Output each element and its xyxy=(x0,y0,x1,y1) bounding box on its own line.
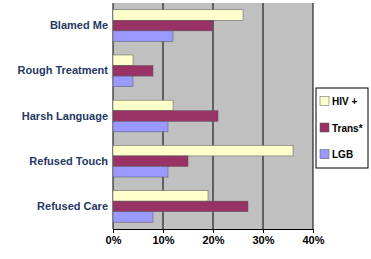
bar xyxy=(113,156,188,167)
chart: 0% 10% 20% 30% 40% Blamed Me Rough Treatment Ha… xyxy=(0,0,371,259)
bar xyxy=(113,76,133,87)
category-axis: Blamed Me Rough Treatment Harsh Language Re… xyxy=(18,19,109,212)
bar xyxy=(113,66,153,77)
tick-mark xyxy=(163,229,164,233)
category-tick: Refused Touch xyxy=(29,155,108,167)
bar xyxy=(113,111,218,122)
grid xyxy=(113,3,313,229)
tick-label: 40% xyxy=(302,234,324,246)
bar xyxy=(113,31,173,42)
tick: 20% xyxy=(202,229,224,246)
tick-mark xyxy=(263,229,264,233)
bar xyxy=(113,55,133,66)
legend-label: LGB xyxy=(332,149,353,160)
grid-line xyxy=(313,3,314,229)
bar xyxy=(113,20,213,31)
category-label: Harsh Language xyxy=(22,110,108,122)
grid-line xyxy=(263,3,264,229)
plot-background xyxy=(113,3,313,229)
axis-line xyxy=(114,230,314,234)
legend-swatch xyxy=(320,150,329,159)
legend-swatch xyxy=(320,123,329,132)
plot: 0% 10% 20% 30% 40% Blamed Me Rough Treatment Ha… xyxy=(18,3,325,246)
tick: 40% xyxy=(302,229,324,246)
category-label: Refused Care xyxy=(37,200,108,212)
category-tick: Refused Care xyxy=(37,200,108,212)
legend-box xyxy=(316,88,368,168)
bar xyxy=(113,145,293,156)
tick-mark xyxy=(213,229,214,233)
tick-label: 30% xyxy=(252,234,274,246)
bar xyxy=(113,191,208,202)
bar xyxy=(113,100,173,111)
category-tick: Harsh Language xyxy=(22,110,108,122)
category-tick: Rough Treatment xyxy=(18,64,109,76)
tick-label: 20% xyxy=(202,234,224,246)
tick-label: 0% xyxy=(106,234,122,246)
x-axis: 0% 10% 20% 30% 40% xyxy=(106,229,325,246)
category-label: Blamed Me xyxy=(50,19,108,31)
category-label: Rough Treatment xyxy=(18,64,109,76)
tick: 0% xyxy=(106,229,122,246)
legend-label: HIV + xyxy=(332,96,357,107)
legend: HIV + Trans* LGB xyxy=(316,88,368,168)
category-label: Refused Touch xyxy=(29,155,108,167)
bar xyxy=(113,166,168,177)
tick: 30% xyxy=(252,229,274,246)
tick-label: 10% xyxy=(152,234,174,246)
tick-mark xyxy=(113,229,114,233)
legend-swatch xyxy=(320,96,329,105)
bar xyxy=(113,121,168,132)
bar xyxy=(113,10,243,21)
bars xyxy=(113,10,293,222)
tick-mark xyxy=(313,229,314,233)
bar xyxy=(113,201,248,212)
bar xyxy=(113,212,153,223)
legend-label: Trans* xyxy=(332,123,363,134)
tick: 10% xyxy=(152,229,174,246)
category-tick: Blamed Me xyxy=(50,19,108,31)
